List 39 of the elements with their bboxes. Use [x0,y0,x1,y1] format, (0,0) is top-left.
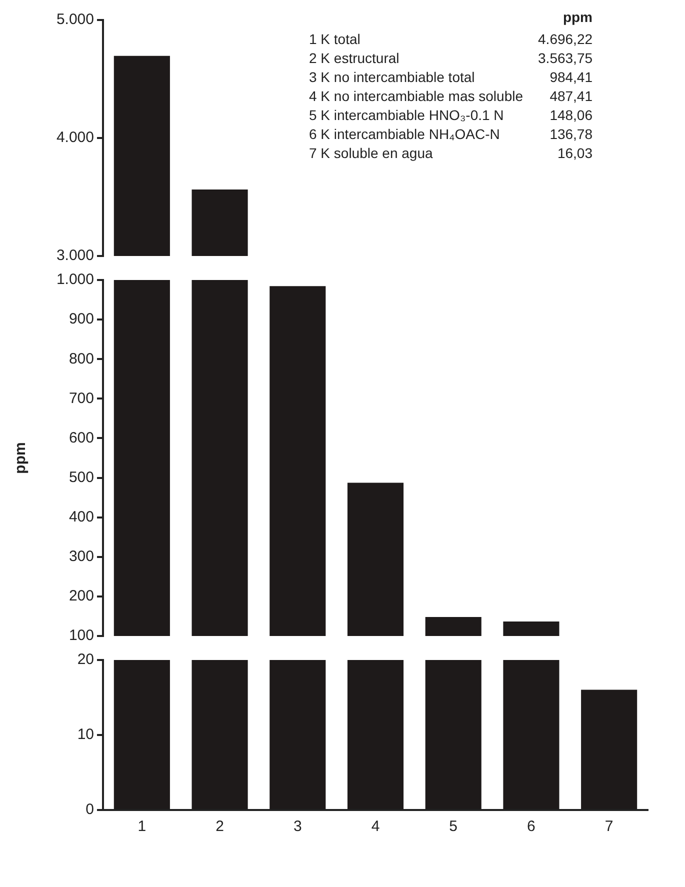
annotation: 3 K no intercambiable total [308,68,476,86]
y-tick-label: 500 [68,468,94,486]
annotation: 2 K estructural [308,49,400,67]
y-tick-label: 100 [68,627,94,644]
annotation: 16,03 [556,144,594,162]
y-tick-label: 400 [68,508,94,526]
y-axis-title: ppm [12,442,30,474]
y-tick-label: 300 [68,548,94,566]
annotation: 4 K no intercambiable mas soluble [308,87,524,105]
x-tick-label: 6 [527,818,536,836]
annotation: 7 K soluble en agua [308,144,434,162]
y-tick-label: 200 [68,588,94,605]
y-tick-label: 3.000 [56,247,94,264]
annotation: 984,41 [548,68,594,86]
x-tick-label: 7 [604,818,614,836]
annotation: 4.696,22 [537,30,594,48]
x-tick-label: 5 [449,818,458,836]
y-tick-label: 900 [68,310,94,328]
annotation: 3.563,75 [537,49,594,67]
x-tick-label: 4 [371,818,380,836]
y-tick-label: 700 [68,390,94,407]
y-tick-label: 20 [77,651,94,668]
y-tick-label: 1.000 [56,271,94,288]
annotation: 1 K total [308,30,362,48]
annotation: ppm [562,8,594,27]
y-tick-label: 5.000 [56,11,94,28]
annotation: 6 K intercambiable NH₄OAC-N [308,125,501,143]
annotation: 136,78 [548,125,594,143]
annotation: 487,41 [548,87,594,105]
y-tick-label: 0 [86,801,94,818]
annotation: 148,06 [548,106,594,124]
annotation: 5 K intercambiable HNO₃-0.1 N [308,106,505,124]
x-tick-label: 1 [138,818,146,836]
x-tick-label: 2 [216,818,224,836]
x-tick-label: 3 [293,818,302,836]
y-tick-label: 10 [77,726,94,744]
y-tick-label: 4.000 [56,129,94,146]
y-tick-label: 800 [68,350,94,368]
y-tick-label: 600 [68,429,94,446]
